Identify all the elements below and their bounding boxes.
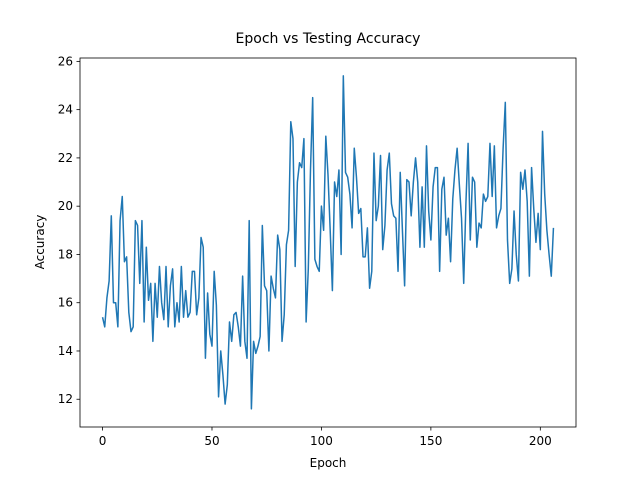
y-tick-label: 26: [58, 54, 73, 68]
y-tick-label: 12: [58, 392, 73, 406]
y-tick-label: 18: [58, 247, 73, 261]
x-tick-label: 100: [310, 434, 333, 448]
x-tick-label: 200: [529, 434, 552, 448]
x-tick-label: 0: [99, 434, 107, 448]
y-axis-label: Accuracy: [33, 215, 47, 270]
data-line: [101, 75, 555, 410]
y-tick-label: 22: [58, 151, 73, 165]
x-tick-label: 50: [204, 434, 219, 448]
axes-frame: [79, 57, 577, 428]
y-tick-label: 20: [58, 199, 73, 213]
x-axis-label: Epoch: [310, 456, 347, 470]
y-tick-label: 14: [58, 344, 73, 358]
y-tick-label: 16: [58, 296, 73, 310]
y-tick-label: 24: [58, 103, 73, 117]
x-tick-label: 150: [419, 434, 442, 448]
chart-title: Epoch vs Testing Accuracy: [236, 31, 421, 47]
